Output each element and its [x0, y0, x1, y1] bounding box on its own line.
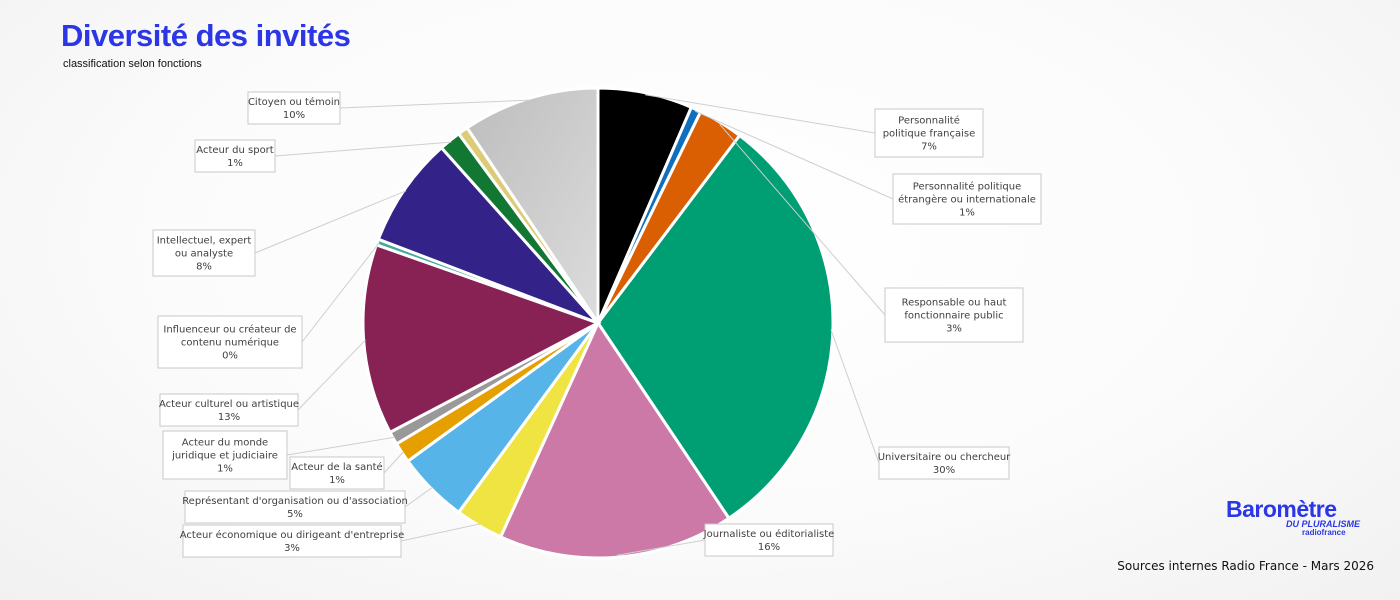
slice-label-box-7 [289, 456, 385, 490]
slice-label-text-10: contenu numérique [181, 337, 279, 349]
slice-percent-12: 1% [227, 158, 243, 169]
leader-line-0 [645, 94, 876, 134]
slice-label-text-1: étrangère ou internationale [898, 194, 1036, 206]
pie-slice-9 [361, 242, 602, 435]
slice-label-box-2 [884, 287, 1024, 343]
slice-label-text-13: Citoyen ou témoin [248, 96, 340, 108]
leader-line-10 [301, 242, 380, 343]
slice-label-box-12 [194, 139, 276, 173]
slice-label-2: Responsable ou haut fonctionnaire public 3… [884, 287, 1024, 343]
slice-label-6: Représentant d'organisation ou d'associa… [182, 490, 408, 524]
slice-label-text-8: Acteur du monde [182, 438, 268, 449]
leader-line-11 [254, 190, 407, 254]
slice-percent-3: 30% [933, 465, 955, 476]
slice-label-text-10: Influenceur ou créateur de [163, 324, 296, 336]
slice-label-text-11: ou analyste [175, 249, 233, 260]
slice-label-8: Acteur du monde juridique et judiciaire 1% [162, 430, 288, 480]
slice-label-text-11: Intellectuel, expert [157, 236, 252, 247]
slice-percent-0: 7% [921, 142, 937, 153]
slice-percent-10: 0% [222, 351, 238, 362]
slice-label-text-8: juridique et judiciaire [171, 451, 278, 462]
chart-title: Diversité des invités [61, 18, 351, 53]
leader-line-8 [286, 436, 395, 456]
slice-label-11: Intellectuel, expert ou analyste 8% [152, 229, 256, 277]
slice-label-text-7: Acteur de la santé [291, 461, 382, 473]
leader-line-6 [404, 486, 433, 508]
slice-label-box-8 [162, 430, 288, 480]
slice-label-5: Acteur économique ou dirigeant d'entrepr… [180, 524, 405, 558]
slice-label-9: Acteur culturel ou artistique 13% [159, 393, 299, 427]
slice-label-text-1: Personnalité politique [913, 181, 1021, 193]
leader-line-4 [616, 539, 706, 556]
leader-line-12 [274, 141, 452, 157]
slice-label-text-5: Acteur économique ou dirigeant d'entrepr… [180, 529, 405, 541]
slice-label-text-0: politique française [883, 129, 976, 140]
slice-label-box-11 [152, 229, 256, 277]
slice-label-box-6 [184, 490, 406, 524]
source-note: Sources internes Radio France - Mars 202… [1117, 559, 1374, 573]
slice-label-text-2: Responsable ou haut [902, 298, 1007, 309]
slice-label-box-4 [704, 523, 834, 557]
slice-label-7: Acteur de la santé 1% [289, 456, 385, 490]
slice-percent-8: 1% [217, 464, 233, 475]
slice-label-text-2: fonctionnaire public [904, 311, 1003, 322]
leader-line-7 [383, 451, 405, 474]
slice-label-text-12: Acteur du sport [196, 145, 274, 156]
barometre-logo: Baromètre DU PLURALISME radiofrance [1226, 496, 1376, 541]
slice-percent-7: 1% [329, 475, 345, 486]
pie-slice-3 [596, 133, 835, 521]
leader-lines [254, 94, 894, 556]
slice-percent-2: 3% [946, 324, 962, 335]
pie-slices [361, 86, 835, 560]
slice-label-12: Acteur du sport 1% [194, 139, 276, 173]
slice-label-text-0: Personnalité [898, 115, 960, 127]
logo-brand-text: radiofrance [1302, 528, 1346, 537]
leader-line-5 [400, 523, 481, 542]
pie-slice-14 [465, 86, 600, 328]
leader-line-9 [297, 339, 366, 411]
slice-label-box-1 [892, 173, 1042, 225]
slice-label-box-3 [878, 446, 1010, 480]
leader-line-2 [719, 123, 886, 316]
slice-percent-13: 10% [283, 110, 305, 121]
leader-line-3 [830, 329, 880, 464]
slice-label-0: Personnalité politique française 7% [874, 108, 984, 158]
slice-label-text-3: Universitaire ou chercheur [878, 452, 1011, 463]
slice-percent-1: 1% [959, 208, 975, 219]
leader-line-13 [339, 99, 531, 109]
logo-sub-text: DU PLURALISME [1286, 519, 1360, 529]
slice-label-text-4: Journaliste ou éditorialiste [703, 528, 835, 540]
pie-slice-11 [376, 145, 600, 325]
slice-percent-5: 3% [284, 543, 300, 554]
chart-subtitle: classification selon fonctions [63, 58, 202, 70]
slice-label-box-10 [157, 315, 303, 369]
slice-label-3: Universitaire ou chercheur 30% [878, 446, 1011, 480]
slice-percent-4: 16% [758, 542, 780, 553]
slice-label-box-13 [247, 91, 341, 125]
logo-main-text: Baromètre [1226, 496, 1337, 522]
slice-label-box-0 [874, 108, 984, 158]
leader-line-1 [694, 110, 894, 200]
slice-label-box-5 [182, 524, 402, 558]
slice-percent-9: 13% [218, 412, 240, 423]
slice-percent-6: 5% [287, 509, 303, 520]
slice-label-4: Journaliste ou éditorialiste 16% [703, 523, 835, 557]
slice-label-box-9 [159, 393, 299, 427]
slice-percent-11: 8% [196, 262, 212, 273]
slice-label-13: Citoyen ou témoin 10% [247, 91, 341, 125]
slice-label-text-6: Représentant d'organisation ou d'associa… [182, 495, 408, 507]
slice-label-text-9: Acteur culturel ou artistique [159, 399, 299, 410]
